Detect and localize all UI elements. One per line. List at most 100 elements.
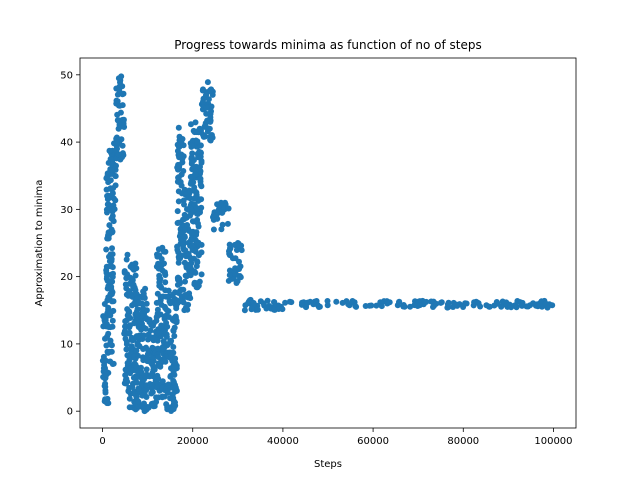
scatter-point	[197, 168, 204, 175]
scatter-point	[236, 266, 243, 272]
scatter-point	[199, 87, 206, 94]
scatter-point	[210, 226, 217, 233]
scatter-point	[192, 119, 199, 126]
scatter-point	[207, 137, 214, 144]
x-tick-label: 0	[99, 436, 105, 447]
scatter-point	[129, 384, 136, 390]
scatter-point	[213, 212, 220, 218]
scatter-point	[109, 251, 116, 258]
scatter-point	[226, 272, 233, 279]
scatter-point	[248, 306, 255, 313]
scatter-point	[188, 229, 195, 236]
scatter-point	[182, 292, 189, 299]
scatter-point	[298, 301, 305, 308]
scatter-point	[166, 314, 172, 320]
scatter-point	[444, 301, 451, 308]
scatter-point	[136, 343, 143, 350]
scatter-point	[164, 307, 170, 314]
scatter-point	[352, 303, 359, 310]
scatter-point	[193, 205, 200, 211]
scatter-point	[187, 173, 194, 180]
scatter-point	[288, 299, 295, 306]
scatter-point	[181, 211, 188, 218]
scatter-point	[245, 298, 252, 305]
scatter-point	[181, 201, 187, 208]
scatter-point	[218, 226, 225, 233]
scatter-point	[104, 399, 111, 406]
scatter-point	[264, 297, 271, 304]
scatter-point	[133, 347, 140, 354]
scatter-point	[194, 258, 201, 265]
scatter-point	[282, 299, 289, 306]
scatter-point	[155, 260, 162, 267]
scatter-point	[486, 303, 493, 310]
scatter-point	[146, 319, 153, 326]
scatter-point	[111, 206, 118, 213]
scatter-point	[201, 123, 208, 130]
scatter-point	[154, 306, 161, 313]
scatter-point	[182, 247, 189, 254]
scatter-point	[126, 404, 133, 411]
scatter-point	[125, 388, 132, 395]
y-tick-label: 0	[67, 407, 73, 418]
scatter-point	[107, 358, 114, 365]
scatter-point	[108, 283, 115, 290]
scatter-point	[140, 332, 147, 339]
scatter-point	[188, 154, 195, 161]
scatter-point	[197, 163, 203, 170]
scatter-point	[119, 142, 126, 149]
scatter-point	[175, 124, 182, 131]
scatter-point	[196, 148, 203, 155]
scatter-point	[147, 327, 154, 334]
scatter-point	[499, 298, 506, 305]
scatter-point	[123, 346, 130, 353]
scatter-point	[126, 288, 133, 294]
scatter-point	[194, 138, 201, 145]
scatter-point	[182, 227, 188, 234]
scatter-point	[135, 385, 142, 392]
scatter-point	[170, 344, 177, 350]
scatter-point	[123, 256, 130, 263]
scatter-point	[158, 284, 165, 291]
scatter-point	[226, 248, 232, 255]
scatter-point	[207, 111, 214, 117]
scatter-point	[534, 303, 541, 310]
scatter-point	[161, 248, 167, 255]
scatter-point	[175, 198, 182, 205]
scatter-point	[107, 341, 114, 348]
scatter-point	[366, 302, 373, 309]
scatter-point	[128, 275, 135, 282]
scatter-point	[122, 335, 129, 342]
scatter-point	[133, 393, 140, 400]
scatter-point	[178, 138, 185, 145]
scatter-point	[203, 110, 210, 117]
y-tick-label: 30	[60, 205, 73, 216]
scatter-point	[530, 300, 537, 307]
scatter-point	[207, 87, 214, 94]
scatter-point	[117, 156, 124, 163]
scatter-point	[193, 284, 200, 291]
y-tick-label: 40	[60, 138, 73, 149]
scatter-point	[103, 269, 110, 276]
scatter-point	[124, 251, 131, 258]
scatter-point	[437, 299, 444, 306]
scatter-point	[174, 275, 181, 281]
scatter-point	[400, 303, 407, 310]
scatter-point	[236, 258, 242, 265]
scatter-point	[279, 306, 286, 313]
scatter-point	[187, 264, 194, 271]
scatter-point	[127, 345, 134, 352]
scatter-point	[169, 291, 176, 298]
scatter-point	[120, 90, 127, 97]
scatter-point	[164, 404, 171, 411]
scatter-point	[333, 298, 340, 305]
scatter-point	[140, 290, 147, 297]
scatter-point	[187, 295, 194, 302]
scatter-point	[205, 96, 212, 103]
scatter-point	[506, 301, 513, 308]
scatter-point	[130, 282, 137, 289]
scatter-point	[494, 300, 501, 307]
scatter-point	[162, 279, 169, 286]
scatter-point	[183, 261, 190, 268]
scatter-point	[172, 360, 179, 366]
